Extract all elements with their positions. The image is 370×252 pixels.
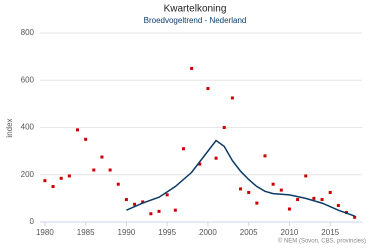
point: [353, 215, 357, 219]
point: [43, 179, 47, 183]
point: [279, 188, 283, 192]
point: [222, 126, 226, 129]
x-tick-label: 2010: [281, 228, 299, 237]
point: [214, 156, 218, 160]
x-tick-label: 1990: [118, 228, 136, 237]
point: [190, 66, 194, 70]
point: [336, 203, 340, 207]
point: [255, 201, 259, 205]
y-tick-label: 800: [21, 28, 35, 37]
point: [206, 87, 210, 91]
chart-title: Kwartelkoning: [164, 4, 227, 15]
point: [84, 137, 88, 141]
point: [133, 202, 137, 206]
point: [320, 198, 324, 202]
y-tick-label: 0: [30, 217, 35, 226]
point: [328, 190, 332, 194]
point: [247, 190, 251, 194]
x-tick-label: 1980: [36, 228, 54, 237]
point: [92, 168, 96, 172]
x-tick-label: 2000: [199, 228, 217, 237]
point: [239, 187, 243, 191]
point: [165, 193, 169, 197]
point: [141, 200, 145, 204]
point: [75, 128, 79, 132]
point: [67, 174, 71, 178]
x-tick-label: 1995: [158, 228, 176, 237]
point: [263, 154, 267, 158]
chart-subtitle: Broedvogeltrend - Nederland: [144, 16, 247, 25]
credits: © NEM (Sovon, CBS, provincies): [278, 238, 366, 245]
x-tick-label: 1985: [77, 228, 95, 237]
point: [181, 147, 185, 151]
point: [59, 176, 63, 180]
y-tick-label: 600: [21, 75, 35, 84]
point: [157, 209, 161, 213]
point: [304, 174, 308, 178]
point: [124, 198, 128, 202]
point: [271, 182, 275, 186]
point: [108, 168, 112, 172]
y-tick-label: 400: [21, 123, 35, 132]
y-tick-label: 200: [21, 170, 35, 179]
x-tick-label: 2005: [240, 228, 258, 237]
point: [173, 208, 177, 212]
point: [287, 207, 291, 211]
point: [116, 182, 120, 186]
y-axis-label: index: [5, 118, 14, 137]
point: [312, 196, 316, 200]
point: [149, 212, 153, 216]
trend-line: [126, 139, 355, 217]
point: [296, 198, 300, 202]
point: [51, 185, 55, 189]
point: [230, 96, 234, 100]
point: [198, 162, 202, 166]
point: [100, 155, 104, 159]
x-tick-label: 2015: [321, 228, 339, 237]
